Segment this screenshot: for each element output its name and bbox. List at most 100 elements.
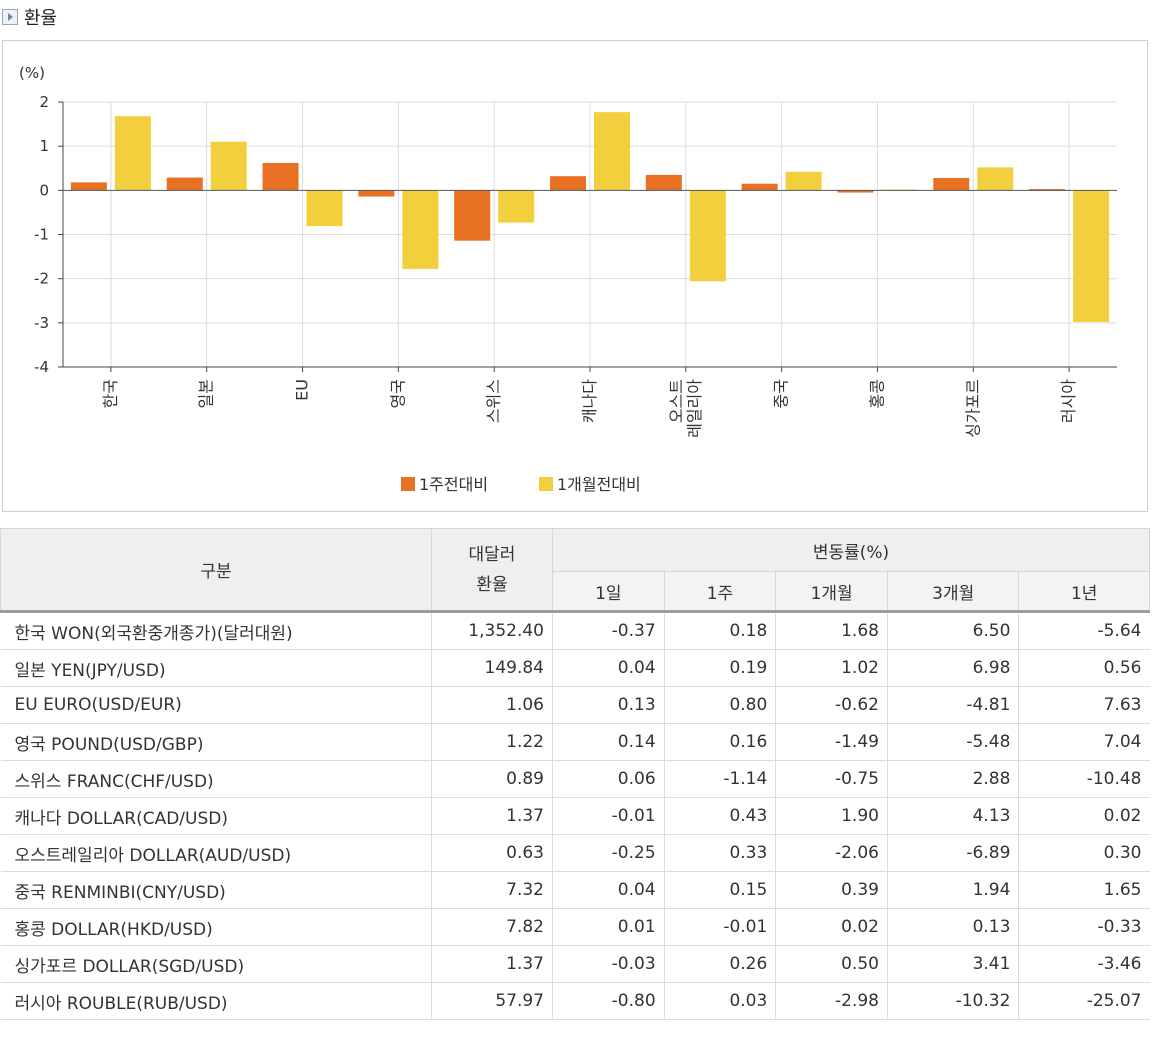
row-change-1d: -0.01 bbox=[552, 797, 665, 835]
row-change-3m: 6.50 bbox=[886, 611, 1019, 650]
row-change-1m: -0.75 bbox=[775, 760, 888, 798]
header-period-1y: 1년 bbox=[1018, 571, 1150, 613]
table-row: 러시아 ROUBLE(RUB/USD) 57.97 -0.80 0.03 -2.… bbox=[0, 982, 1150, 1020]
row-change-1w: 0.15 bbox=[663, 871, 776, 909]
bar-monthly bbox=[498, 190, 535, 223]
row-name: EU EURO(USD/EUR) bbox=[0, 686, 432, 724]
bar-weekly bbox=[933, 177, 970, 191]
row-change-1m: -0.62 bbox=[775, 686, 888, 724]
bar-weekly bbox=[262, 162, 299, 191]
bar-monthly bbox=[210, 141, 247, 191]
table-row: 중국 RENMINBI(CNY/USD) 7.32 0.04 0.15 0.39… bbox=[0, 871, 1150, 909]
row-change-1y: 7.04 bbox=[1018, 723, 1150, 761]
bar-weekly bbox=[741, 183, 778, 191]
row-rate: 7.32 bbox=[431, 871, 553, 909]
header-period-1w: 1주 bbox=[663, 571, 777, 613]
bar-monthly bbox=[1073, 190, 1110, 322]
row-change-1d: 0.01 bbox=[552, 908, 665, 946]
x-tick-label: 홍콩 bbox=[867, 379, 886, 408]
row-change-3m: 4.13 bbox=[886, 797, 1019, 835]
chart-container: (%) 2 1 0 -1 -2 -3 -4 한국 일본 EU 영국 스위스 캐나다 오스트 레일리아 중국 홍콩 싱… bbox=[2, 40, 1148, 512]
row-change-1m: 1.02 bbox=[775, 649, 888, 687]
bar-weekly bbox=[645, 174, 682, 191]
row-change-1d: -0.37 bbox=[552, 611, 665, 650]
x-tick-label: 중국 bbox=[772, 379, 791, 408]
row-name: 일본 YEN(JPY/USD) bbox=[0, 649, 432, 687]
y-tick-label: -2 bbox=[34, 270, 49, 288]
row-change-1y: -25.07 bbox=[1018, 982, 1150, 1020]
row-change-1d: -0.25 bbox=[552, 834, 665, 872]
bar-weekly bbox=[70, 182, 107, 191]
row-name: 한국 WON(외국환중개종가)(달러대원) bbox=[0, 611, 432, 650]
row-rate: 1,352.40 bbox=[431, 611, 553, 650]
y-tick-label: 0 bbox=[39, 181, 49, 199]
row-change-1w: -0.01 bbox=[663, 908, 776, 946]
exchange-rate-table: 구분 대달러 환율 변동률(%) 1일 1주 1개월 3개월 1년 한국 WON… bbox=[0, 528, 1150, 1020]
bar-monthly bbox=[594, 112, 630, 191]
y-tick-label: -3 bbox=[34, 314, 49, 332]
play-arrow-icon bbox=[2, 9, 18, 25]
row-change-1w: 0.03 bbox=[663, 982, 776, 1020]
row-change-1d: 0.06 bbox=[552, 760, 665, 798]
table-row: 한국 WON(외국환중개종가)(달러대원) 1,352.40 -0.37 0.1… bbox=[0, 611, 1150, 650]
row-change-1y: -3.46 bbox=[1018, 945, 1150, 983]
header-period-1m: 1개월 bbox=[775, 571, 888, 613]
row-change-1m: 0.02 bbox=[775, 908, 888, 946]
bar-weekly bbox=[837, 190, 874, 193]
row-name: 싱가포르 DOLLAR(SGD/USD) bbox=[0, 945, 432, 983]
table-row: 일본 YEN(JPY/USD) 149.84 0.04 0.19 1.02 6.… bbox=[0, 649, 1150, 687]
row-change-1w: -1.14 bbox=[663, 760, 776, 798]
row-change-1d: 0.04 bbox=[552, 649, 665, 687]
x-tick-label: 스위스 bbox=[484, 379, 503, 423]
row-change-1y: 7.63 bbox=[1018, 686, 1150, 724]
x-tick-label: 레일리아 bbox=[685, 379, 704, 438]
header-period-1d: 1일 bbox=[552, 571, 665, 613]
section-header: 환율 bbox=[0, 0, 300, 34]
row-change-1d: -0.03 bbox=[552, 945, 665, 983]
row-name: 러시아 ROUBLE(RUB/USD) bbox=[0, 982, 432, 1020]
table-row: 캐나다 DOLLAR(CAD/USD) 1.37 -0.01 0.43 1.90… bbox=[0, 797, 1150, 835]
bar-monthly bbox=[785, 171, 822, 191]
bar-monthly bbox=[977, 167, 1014, 191]
row-change-3m: 1.94 bbox=[886, 871, 1019, 909]
row-change-3m: -10.32 bbox=[886, 982, 1019, 1020]
x-tick-label: 캐나다 bbox=[580, 379, 599, 423]
row-name: 홍콩 DOLLAR(HKD/USD) bbox=[0, 908, 432, 946]
bar-monthly bbox=[689, 190, 726, 282]
row-change-1m: 1.68 bbox=[775, 611, 888, 650]
table-row: EU EURO(USD/EUR) 1.06 0.13 0.80 -0.62 -4… bbox=[0, 686, 1150, 724]
x-tick-label: EU bbox=[293, 379, 312, 401]
y-axis-label: (%) bbox=[19, 64, 45, 82]
header-rate: 대달러 환율 bbox=[431, 528, 553, 613]
bar-weekly bbox=[550, 176, 586, 191]
header-rate-line1: 대달러 bbox=[468, 544, 516, 565]
legend-swatch bbox=[539, 477, 553, 491]
row-change-1y: 0.56 bbox=[1018, 649, 1150, 687]
x-tick-label: 일본 bbox=[197, 379, 216, 408]
row-change-1y: -10.48 bbox=[1018, 760, 1150, 798]
row-change-1m: 0.50 bbox=[775, 945, 888, 983]
bar-weekly bbox=[166, 177, 203, 191]
header-rate-line2: 환율 bbox=[476, 574, 508, 595]
row-rate: 1.06 bbox=[431, 686, 553, 724]
bar-chart: (%) 2 1 0 -1 -2 -3 -4 한국 일본 EU 영국 스위스 캐나다 오스트 레일리아 중국 홍콩 싱… bbox=[19, 64, 1117, 494]
row-change-3m: 6.98 bbox=[886, 649, 1019, 687]
x-tick-label: 한국 bbox=[101, 379, 120, 408]
header-change-group: 변동률(%) bbox=[552, 528, 1150, 572]
row-rate: 0.63 bbox=[431, 834, 553, 872]
y-tick-label: -4 bbox=[34, 358, 49, 376]
row-name: 영국 POUND(USD/GBP) bbox=[0, 723, 432, 761]
row-rate: 149.84 bbox=[431, 649, 553, 687]
row-change-1m: -1.49 bbox=[775, 723, 888, 761]
x-tick-label: 러시아 bbox=[1059, 379, 1078, 423]
header-period-3m: 3개월 bbox=[886, 571, 1020, 613]
row-change-1w: 0.18 bbox=[663, 611, 776, 650]
row-name: 스위스 FRANC(CHF/USD) bbox=[0, 760, 432, 798]
row-change-1m: 1.90 bbox=[775, 797, 888, 835]
row-change-3m: 3.41 bbox=[886, 945, 1019, 983]
row-change-1w: 0.80 bbox=[663, 686, 776, 724]
row-change-3m: 2.88 bbox=[886, 760, 1019, 798]
row-change-1d: 0.13 bbox=[552, 686, 665, 724]
bar-weekly bbox=[454, 190, 491, 241]
row-change-1d: 0.04 bbox=[552, 871, 665, 909]
